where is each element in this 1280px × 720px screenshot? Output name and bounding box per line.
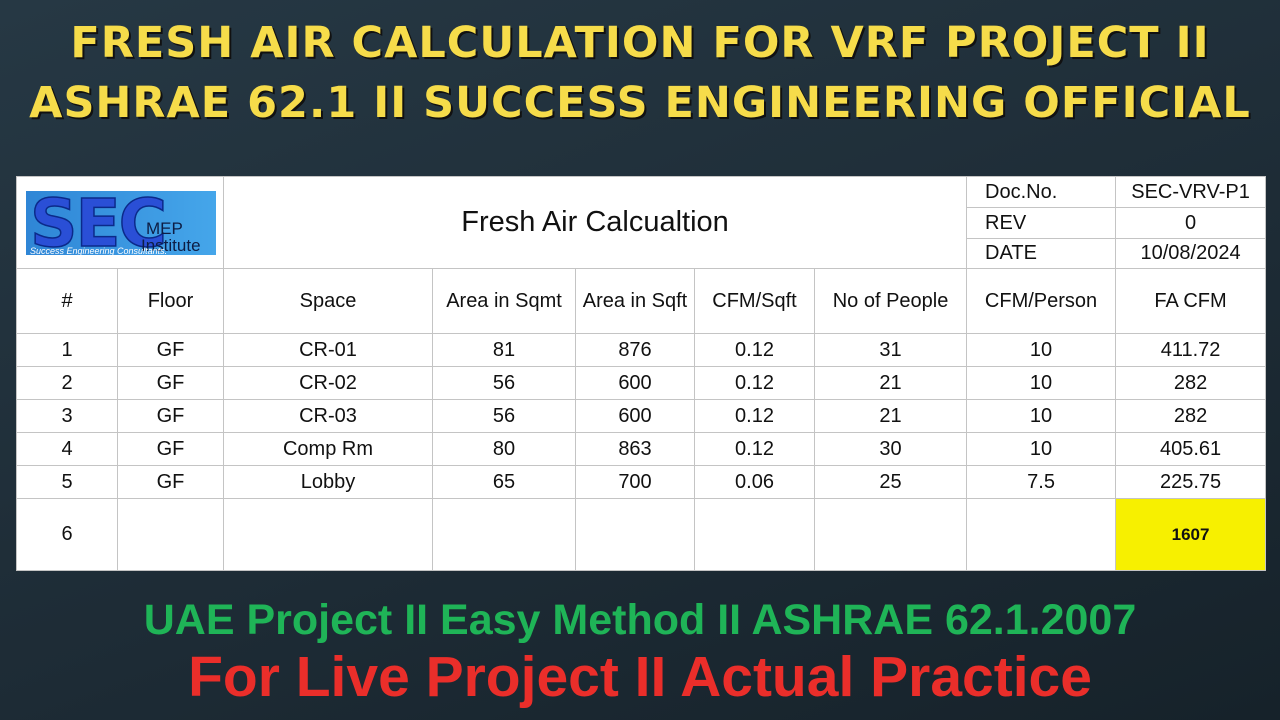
table-row: 6 1607 [16,498,1267,571]
logo-text: Institute [141,235,201,255]
table-cell: 6 [16,498,118,571]
table-cell: 80 [432,432,576,466]
column-header: FA CFM [1115,268,1267,334]
table-cell: 2 [16,366,118,400]
table-cell: Comp Rm [223,432,433,466]
table-row: 1 GF CR-01 81 876 0.12 31 10 411.72 [16,333,1267,367]
logo: SEC MEP Institute Success Engineering Co… [26,190,216,255]
column-header: Space [223,268,433,334]
column-header: Area in Sqft [575,268,695,334]
table-cell: 0.12 [694,399,815,433]
subtitle: For Live Project II Actual Practice [188,645,1092,709]
table-row: 2 GF CR-02 56 600 0.12 21 10 282 [16,366,1267,400]
table-row: # Floor Space Area in Sqmt Area in Sqft CFM/S… [16,268,1267,334]
column-header: # [16,268,118,334]
logo-tagline: Success Engineering Consultants. [30,245,168,255]
table-cell: 282 [1115,399,1267,433]
doc-value: 10/08/2024 [1115,238,1267,269]
headline: FRESH AIR CALCULATION FOR VRF PROJECT II [70,18,1210,68]
doc-value: SEC-VRV-P1 [1115,176,1267,208]
table-row: 5 GF Lobby 65 700 0.06 25 7.5 225.75 [16,465,1267,499]
table-cell: 21 [813,366,968,400]
table-cell: 30 [813,432,968,466]
table-cell: 225.75 [1115,465,1267,499]
table-cell: GF [117,333,224,367]
table-cell: 1 [16,333,118,367]
table-cell: GF [117,432,224,466]
doc-label: DATE [966,238,1117,269]
doc-label: REV [966,207,1117,239]
table-cell: 65 [432,465,576,499]
subtitle: UAE Project II Easy Method II ASHRAE 62.… [143,596,1137,644]
spreadsheet: SEC MEP Institute Success Engineering Co… [16,176,1267,571]
table-cell: Lobby [223,465,433,499]
table-cell: 10 [966,333,1117,367]
doc-value: 0 [1115,207,1267,239]
logo-mark: SEC [29,190,168,255]
column-header: Floor [117,268,224,334]
table-cell: 25 [813,465,968,499]
headline: ASHRAE 62.1 II SUCCESS ENGINEERING OFFIC… [29,78,1251,128]
table-cell: 700 [575,465,695,499]
table-cell: 600 [575,399,695,433]
column-header: CFM/Person [966,268,1117,334]
table-cell: 3 [16,399,118,433]
table-cell: CR-01 [223,333,433,367]
table-cell: 10 [966,366,1117,400]
table-cell: 0.12 [694,333,815,367]
table-row: 3 GF CR-03 56 600 0.12 21 10 282 [16,399,1267,433]
table-cell: 411.72 [1115,333,1267,367]
empty-cell [694,498,815,571]
table-cell: 56 [432,366,576,400]
table-cell: 21 [813,399,968,433]
table-cell: 10 [966,399,1117,433]
doc-label: Doc.No. [966,176,1117,208]
column-header: CFM/Sqft [694,268,815,334]
empty-cell [575,498,695,571]
empty-cell [432,498,576,571]
table-cell: GF [117,366,224,400]
table-cell: GF [117,399,224,433]
table-cell: 405.61 [1115,432,1267,466]
table-row: 4 GF Comp Rm 80 863 0.12 30 10 405.61 [16,432,1267,466]
logo-text: MEP [146,218,183,238]
empty-cell [117,498,224,571]
logo-cell: SEC MEP Institute Success Engineering Co… [16,176,224,269]
column-header: Area in Sqmt [432,268,576,334]
table-cell: 81 [432,333,576,367]
table-cell: CR-02 [223,366,433,400]
table-cell: GF [117,465,224,499]
empty-cell [223,498,433,571]
table-cell: 7.5 [966,465,1117,499]
table-cell: 600 [575,366,695,400]
total-cell: 1607 [1115,498,1267,571]
table-cell: CR-03 [223,399,433,433]
empty-cell [966,498,1117,571]
table-cell: 31 [813,333,968,367]
table-cell: 0.06 [694,465,815,499]
table-cell: 0.12 [694,366,815,400]
table-cell: 4 [16,432,118,466]
table-cell: 5 [16,465,118,499]
empty-cell [813,498,968,571]
table-cell: 863 [575,432,695,466]
table-cell: 10 [966,432,1117,466]
table-cell: 0.12 [694,432,815,466]
column-header: No of People [813,268,968,334]
table-cell: 876 [575,333,695,367]
table-cell: 282 [1115,366,1267,400]
table-cell: 56 [432,399,576,433]
sheet-title: Fresh Air Calcualtion [222,176,968,269]
